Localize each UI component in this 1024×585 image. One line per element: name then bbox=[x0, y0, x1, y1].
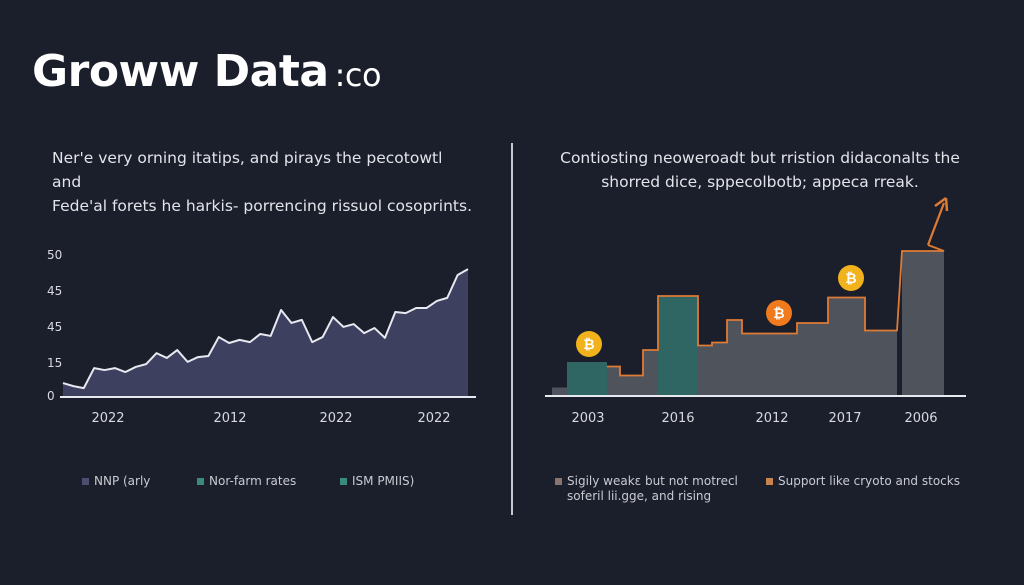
legend-label: Support like cryoto and stocks bbox=[778, 474, 960, 488]
y-tick-label: 0 bbox=[47, 389, 55, 403]
bar bbox=[828, 297, 865, 395]
legend-item: ISM PMIIS) bbox=[340, 474, 414, 489]
left-description-line: Fede'al forets he harkis- porrencing ris… bbox=[52, 197, 473, 215]
x-tick-label: 2012 bbox=[755, 411, 788, 426]
area-fill bbox=[63, 269, 468, 396]
x-tick-label: 2022 bbox=[91, 411, 124, 426]
legend-item: Nor-farm rates bbox=[197, 474, 296, 489]
bar bbox=[698, 345, 712, 395]
legend-swatch bbox=[555, 478, 562, 485]
arrow-up-icon bbox=[934, 196, 949, 212]
bitcoin-icon bbox=[766, 300, 792, 326]
bar bbox=[865, 330, 897, 395]
y-tick-label: 50 bbox=[47, 248, 62, 262]
x-tick-label: 2022 bbox=[417, 411, 450, 426]
bar bbox=[658, 296, 698, 395]
x-tick-label: 2017 bbox=[828, 411, 861, 426]
bar bbox=[727, 320, 742, 395]
x-tick-label: 2006 bbox=[904, 411, 937, 426]
bar bbox=[643, 350, 658, 395]
right-description-line: shorred dice, sppecolbotb; appeca rreak. bbox=[601, 173, 919, 191]
y-tick-label: 45 bbox=[47, 284, 62, 298]
legend-swatch bbox=[197, 478, 204, 485]
y-tick-label: 15 bbox=[47, 356, 62, 370]
bar bbox=[620, 375, 643, 395]
legend-swatch bbox=[82, 478, 89, 485]
bitcoin-icon bbox=[838, 265, 864, 291]
bar bbox=[797, 323, 828, 395]
x-tick-label: 2022 bbox=[319, 411, 352, 426]
left-description: Ner'e very orning itatips, and pirays th… bbox=[52, 146, 472, 218]
y-tick-label: 45 bbox=[47, 320, 62, 334]
left-description-line: Ner'e very orning itatips, and pirays th… bbox=[52, 149, 443, 191]
trend-line bbox=[607, 244, 945, 377]
bar bbox=[607, 366, 620, 395]
left-area-chart: 50 45 45 15 0 2022 2012 2022 2022 bbox=[47, 248, 476, 426]
right-bar-chart: ₿ ₿ ₿ 2003 2016 2012 2017 2006 bbox=[545, 196, 966, 426]
page-title: Groww Data:co bbox=[32, 46, 382, 97]
right-description: Contiosting neoweroadt but rristion dida… bbox=[560, 146, 960, 194]
series-line bbox=[62, 268, 469, 390]
bar bbox=[755, 333, 797, 395]
title-suffix: :co bbox=[334, 56, 382, 94]
bar bbox=[742, 333, 755, 395]
bar bbox=[712, 342, 727, 395]
bitcoin-icon bbox=[576, 331, 602, 357]
bitcoin-symbol: ₿ bbox=[845, 271, 856, 287]
bar bbox=[552, 387, 567, 395]
legend-label: ISM PMIIS) bbox=[352, 474, 415, 488]
x-tick-label: 2003 bbox=[571, 411, 604, 426]
trend-arrow-shaft bbox=[926, 202, 946, 246]
legend-item: NNP (arly bbox=[82, 474, 150, 489]
legend-item: Sigily weakε but not motrecl soferil lii… bbox=[555, 474, 745, 504]
legend-swatch bbox=[340, 478, 347, 485]
legend-item: Support like cryoto and stocks bbox=[766, 474, 960, 489]
legend-label: NNP (arly bbox=[94, 474, 151, 488]
legend-swatch bbox=[766, 478, 773, 485]
bar bbox=[902, 251, 944, 395]
bitcoin-symbol: ₿ bbox=[773, 306, 784, 322]
legend-label: Nor-farm rates bbox=[209, 474, 297, 488]
legend-label: Sigily weakε but not motrecl soferil lii… bbox=[567, 474, 738, 503]
x-tick-label: 2012 bbox=[213, 411, 246, 426]
right-description-line: Contiosting neoweroadt but rristion dida… bbox=[560, 149, 960, 167]
x-tick-label: 2016 bbox=[661, 411, 694, 426]
bitcoin-symbol: ₿ bbox=[583, 337, 594, 353]
bar bbox=[567, 362, 607, 395]
panel-divider bbox=[511, 143, 513, 515]
title-text: Groww Data bbox=[32, 46, 329, 97]
